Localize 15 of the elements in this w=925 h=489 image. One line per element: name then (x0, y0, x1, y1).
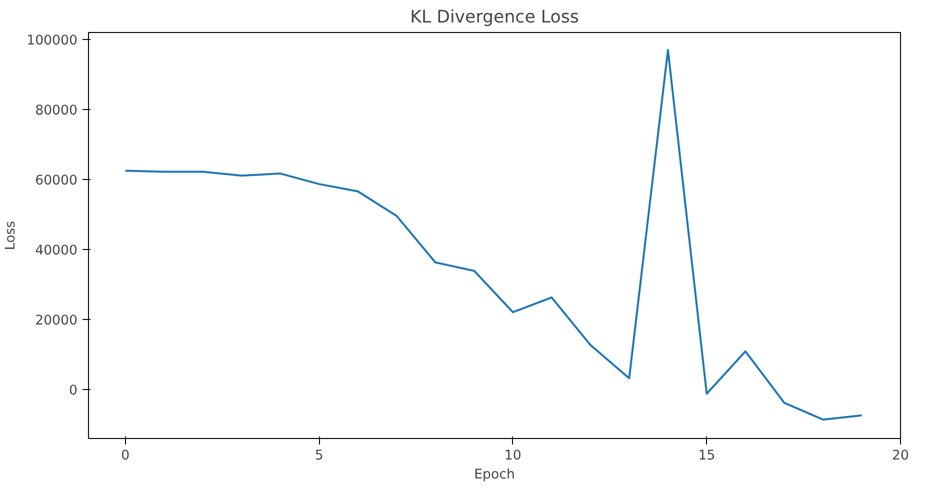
x-tick-label: 10 (504, 448, 522, 464)
y-tick-label: 0 (69, 384, 78, 398)
x-axis-title: Epoch (474, 468, 515, 482)
y-tick-label: 40000 (35, 244, 78, 258)
line-series (124, 49, 863, 421)
x-tick-label: 15 (698, 448, 716, 464)
y-tick-label: 60000 (35, 174, 78, 188)
x-tick-label: 5 (314, 448, 324, 464)
chart-title: KL Divergence Loss (410, 8, 579, 28)
y-tick-label: 20000 (35, 314, 78, 328)
y-tick-label: 100000 (26, 34, 78, 48)
y-axis-title: Loss (4, 220, 19, 250)
y-tick-label: 80000 (35, 104, 78, 118)
x-tick-label: 20 (892, 448, 909, 464)
x-tick-label: 0 (121, 448, 130, 464)
